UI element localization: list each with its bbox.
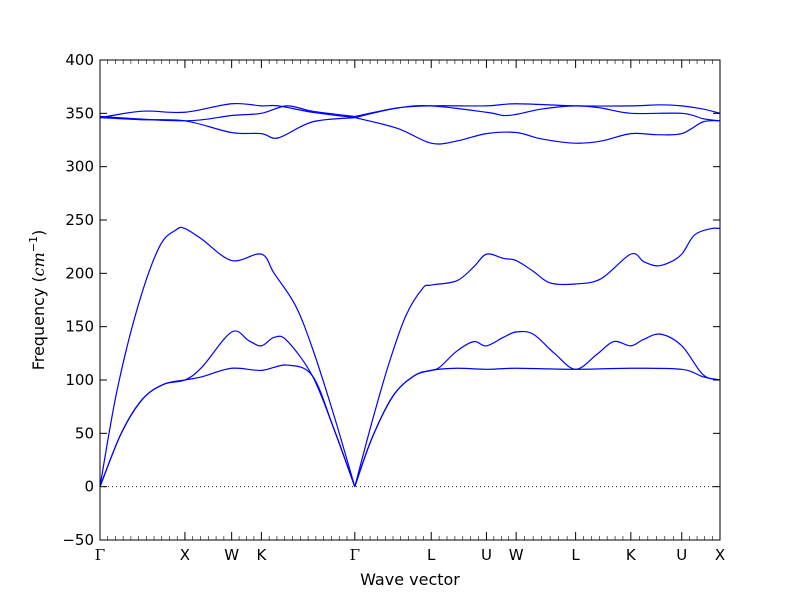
dispersion-branches [99,102,721,487]
x-tick-label: U [481,546,492,564]
y-tick-label: 150 [65,318,94,336]
y-tick-label: 250 [65,211,94,229]
dispersion-branch-4 [99,117,355,139]
x-tick-label: U [676,546,687,564]
x-tick-label: Γ [350,546,360,564]
dispersion-branch-5 [99,102,355,119]
y-axis-label-unit: cm [29,252,48,276]
y-tick-label: 300 [65,158,94,176]
x-tick-label: X [180,546,190,564]
y-axis-label-main: Frequency ( [29,276,48,370]
y-tick-label: 0 [84,478,94,496]
dispersion-branch-8 [354,330,721,487]
y-tick-label: 350 [65,104,94,122]
x-tick-label: X [715,546,725,564]
y-tick-label: 50 [75,424,94,442]
dispersion-branch-3 [99,226,356,487]
y-axis-ticks: −50 0 50 100 150 200 250 300 350 400 [62,51,720,549]
dispersion-branch-6 [99,105,355,122]
y-tick-label: 100 [65,371,94,389]
y-axis-label: Frequency (cm−1) [27,230,48,371]
y-tick-label: −50 [62,531,94,549]
dispersion-branch-11 [354,105,721,122]
x-tick-label: W [224,546,239,564]
plot-frame [99,59,721,541]
x-tick-label: Γ [95,546,105,564]
dispersion-branch-12 [354,103,721,118]
x-tick-label: K [626,546,637,564]
x-tick-label: L [571,546,580,564]
dispersion-branch-10 [354,117,721,145]
x-tick-label: K [256,546,267,564]
y-tick-label: 200 [65,264,94,282]
y-axis-label-close: ) [29,230,48,236]
dispersion-branch-2 [99,330,356,487]
dispersion-branch-9 [354,227,721,487]
x-tick-label: L [427,546,436,564]
x-axis-label: Wave vector [360,570,460,589]
dispersion-branch-7 [354,367,721,487]
y-axis-label-exponent: −1 [27,236,40,252]
x-tick-label: W [509,546,524,564]
minor-tick-marks [107,60,713,540]
y-tick-label: 400 [65,51,94,69]
